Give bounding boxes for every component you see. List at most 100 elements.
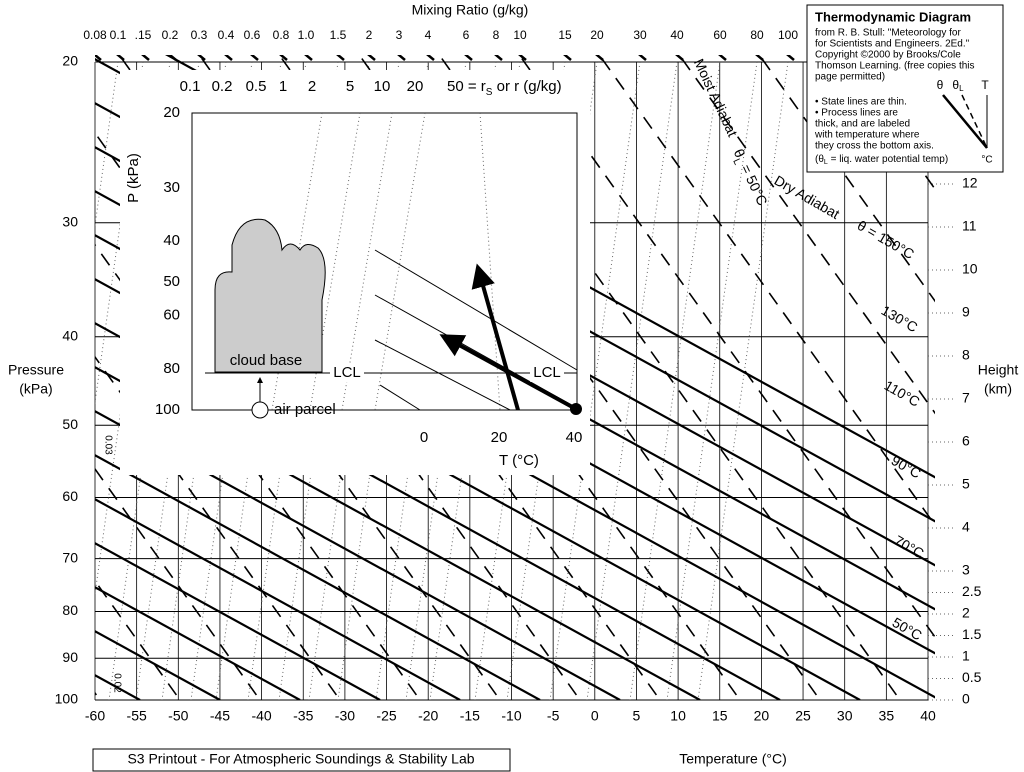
mixing-ratio-line bbox=[215, 61, 307, 700]
legend-label: θ bbox=[937, 78, 944, 92]
inset: 0.1 0.2 0.5 1 2 5 10 20 50 = rS or r (g/kg) 20 30 4… bbox=[120, 70, 590, 475]
mixing-ratio-line bbox=[337, 61, 429, 700]
inset-mixing-label: 10 bbox=[374, 78, 391, 95]
mixing-ratio-label: 4 bbox=[425, 28, 432, 42]
mixing-ratio-label: 0.03 bbox=[102, 435, 113, 455]
mixing-ratio-label: 0.8 bbox=[273, 28, 290, 42]
inset-p-tick-label: 50 bbox=[163, 273, 180, 290]
mixing-ratio-tick bbox=[141, 55, 150, 61]
mixing-ratio-label: 0.4 bbox=[218, 28, 235, 42]
inset-background bbox=[120, 70, 590, 475]
info-line: Thomson Learning. (free copies this bbox=[815, 61, 975, 72]
height-tick-label: 2.5 bbox=[962, 583, 982, 599]
mixing-ratio-label: 8 bbox=[493, 28, 500, 42]
temperature-tick-label: 15 bbox=[712, 708, 728, 724]
temperature-title: Temperature (°C) bbox=[679, 751, 787, 767]
mixing-ratio-line bbox=[135, 61, 227, 700]
info-title: Thermodynamic Diagram bbox=[815, 9, 971, 24]
mixing-ratio-tick bbox=[367, 55, 376, 61]
inset-p-tick-label: 60 bbox=[163, 307, 180, 324]
inset-t-tick-label: 40 bbox=[566, 429, 583, 446]
mixing-ratio-line bbox=[247, 61, 339, 700]
mixing-ratio-line bbox=[474, 61, 566, 700]
inset-t-title: T (°C) bbox=[499, 452, 539, 469]
text-part: = liq. water potential temp) bbox=[828, 154, 948, 165]
mixing-ratio-label: 100 bbox=[778, 28, 798, 42]
temperature-tick-label: 35 bbox=[879, 708, 895, 724]
text-part: 50 = r bbox=[447, 78, 486, 95]
mixing-ratio-tick bbox=[718, 55, 727, 61]
dry-adiabat bbox=[95, 365, 701, 700]
dry-adiabat bbox=[95, 541, 381, 700]
mixing-ratio-label: 0.1 bbox=[110, 28, 127, 42]
mixing-ratio-line bbox=[405, 61, 497, 700]
pressure-title: (kPa) bbox=[19, 381, 52, 397]
temperature-tick-label: -5 bbox=[547, 708, 560, 724]
mixing-ratio-label: 2 bbox=[366, 28, 373, 42]
mixing-ratio-tick bbox=[786, 55, 795, 61]
mixing-ratio-label: 0.6 bbox=[244, 28, 261, 42]
text-part: or r (g/kg) bbox=[492, 78, 561, 95]
mixing-ratio-tick bbox=[518, 55, 527, 61]
mixing-ratio-line bbox=[375, 61, 467, 700]
mixing-ratio-line bbox=[506, 61, 598, 700]
legend-label: T bbox=[981, 78, 989, 92]
inset-dry-adiabat bbox=[379, 384, 421, 411]
inset-dry-adiabat bbox=[374, 339, 511, 411]
mixing-ratio-label: 80 bbox=[750, 28, 764, 42]
info-box: Thermodynamic Diagram from R. B. Stull: "… bbox=[806, 4, 1004, 173]
info-frame bbox=[806, 4, 1004, 173]
pressure-tick-label: 30 bbox=[62, 213, 78, 229]
label-bg bbox=[530, 364, 564, 382]
inset-mixing-label: 0.5 bbox=[246, 78, 267, 95]
mixing-ratio-label: 10 bbox=[513, 28, 527, 42]
mixing-ratio-tick bbox=[595, 55, 604, 61]
mixing-ratio-label: 0.02 bbox=[111, 673, 122, 693]
text-part: (θ bbox=[815, 154, 824, 165]
mixing-ratio-label: 60 bbox=[713, 28, 727, 42]
temperature-tick-label: 30 bbox=[837, 708, 853, 724]
height-tick-label: 12 bbox=[962, 175, 978, 191]
temperature-tick-label: -40 bbox=[251, 708, 271, 724]
mixing-ratio-tick bbox=[336, 55, 345, 61]
temperature-tick-label: -25 bbox=[376, 708, 396, 724]
mixing-ratio-tick bbox=[279, 55, 288, 61]
mixing-ratio-tick bbox=[494, 55, 503, 61]
mixing-ratio-label: .15 bbox=[135, 28, 152, 42]
mixing-ratio-line bbox=[278, 61, 370, 700]
height-tick-label: 4 bbox=[962, 519, 970, 535]
axis-title: Mixing Ratio (g/kg) bbox=[412, 2, 529, 18]
temperature-tick-label: -10 bbox=[501, 708, 521, 724]
inset-p-tick-label: 20 bbox=[163, 104, 180, 121]
inset-mixing-label: 20 bbox=[407, 78, 424, 95]
inset-t-tick-label: 20 bbox=[491, 429, 508, 446]
mixing-ratio-tick bbox=[638, 55, 647, 61]
legend-label: °C bbox=[981, 155, 992, 166]
mixing-ratio-line bbox=[108, 61, 200, 700]
info-note: they cross the bottom axis. bbox=[815, 141, 934, 152]
temperature-tick-label: -50 bbox=[168, 708, 188, 724]
mixing-ratio-tick bbox=[755, 55, 764, 61]
mixing-ratio-label: 6 bbox=[463, 28, 470, 42]
temperature-tick-label: -45 bbox=[210, 708, 230, 724]
info-line: Copyright ©2000 by Brooks/Cole bbox=[815, 50, 961, 61]
mixing-ratio-line bbox=[190, 61, 282, 700]
temperature-tick-label: -30 bbox=[335, 708, 355, 724]
pressure-tick-label: 40 bbox=[62, 327, 78, 343]
legend-label: θL bbox=[952, 78, 964, 93]
info-note: • Process lines are bbox=[815, 108, 898, 119]
temperature-tick-label: -35 bbox=[293, 708, 313, 724]
temperature-tick-label: 20 bbox=[754, 708, 770, 724]
height-title: (km) bbox=[984, 381, 1012, 397]
mixing-ratio-label: 40 bbox=[670, 28, 684, 42]
mixing-ratio-line bbox=[161, 61, 253, 700]
air-parcel-label: air parcel bbox=[274, 401, 336, 418]
text-part: L bbox=[731, 157, 744, 167]
dry-adiabat bbox=[95, 409, 621, 700]
footer-frame bbox=[92, 748, 511, 772]
info-note: thick, and are labeled bbox=[815, 119, 910, 130]
mixing-ratio-line bbox=[629, 61, 721, 700]
mixing-ratio-tick bbox=[224, 55, 233, 61]
mixing-ratio-line bbox=[429, 61, 521, 700]
